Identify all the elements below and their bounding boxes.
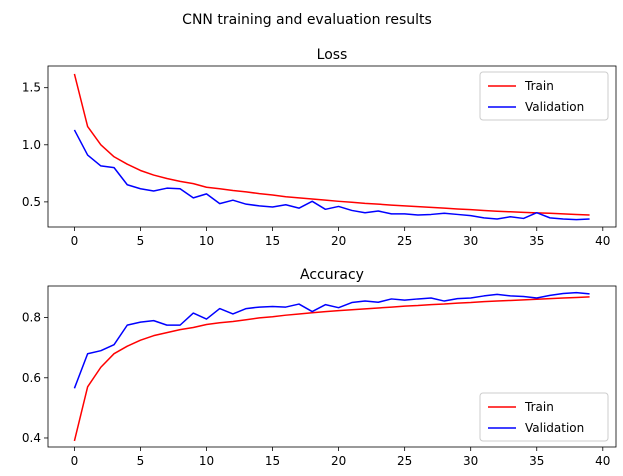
- x-tick-label: 5: [137, 234, 145, 248]
- x-tick-label: 10: [199, 454, 214, 468]
- y-tick-label: 1.5: [22, 81, 41, 95]
- x-tick-label: 25: [397, 234, 412, 248]
- axes-frame: [47, 65, 617, 228]
- subplot-title: Accuracy: [300, 267, 364, 283]
- plots: Loss 0 5 10 15 20 25 30 35 40 0.5 1.0 1.5 Train Valida…: [22, 47, 617, 468]
- y-tick-label: 0.5: [22, 195, 41, 209]
- series-line-validation: [73, 129, 590, 221]
- series-line-train: [73, 296, 590, 442]
- x-tick-label: 0: [71, 454, 79, 468]
- legend-label-train: Train: [524, 79, 554, 93]
- subplot-accuracy: Accuracy 0 5 10 15 20 25 30 35 40 0.4 0.6 0.8 Train Va…: [22, 267, 617, 468]
- x-tick-label: 15: [265, 454, 280, 468]
- series-line-validation: [73, 291, 590, 389]
- y-tick-label: 1.0: [22, 138, 41, 152]
- x-tick-label: 40: [595, 234, 610, 248]
- x-tick-label: 20: [331, 234, 346, 248]
- legend-label-validation: Validation: [525, 421, 584, 435]
- legend-label-validation: Validation: [525, 100, 584, 114]
- subplot-loss: Loss 0 5 10 15 20 25 30 35 40 0.5 1.0 1.5 Train Valida…: [22, 47, 617, 248]
- x-tick-label: 30: [463, 234, 478, 248]
- series-line-train: [73, 73, 590, 216]
- legend-box: [479, 71, 609, 121]
- x-tick-label: 5: [137, 454, 145, 468]
- x-tick-label: 20: [331, 454, 346, 468]
- legend-box: [479, 392, 609, 442]
- x-tick-label: 0: [71, 234, 79, 248]
- x-tick-label: 35: [529, 454, 544, 468]
- y-tick-label: 0.6: [22, 371, 41, 385]
- x-tick-label: 25: [397, 454, 412, 468]
- x-tick-label: 35: [529, 234, 544, 248]
- x-tick-label: 10: [199, 234, 214, 248]
- legend: Train Validation: [479, 392, 609, 442]
- y-tick-label: 0.8: [22, 311, 41, 325]
- subplot-title: Loss: [317, 47, 348, 63]
- axes-frame: [47, 285, 617, 448]
- legend: Train Validation: [479, 71, 609, 121]
- x-tick-label: 30: [463, 454, 478, 468]
- figure-suptitle: CNN training and evaluation results: [182, 12, 432, 28]
- x-tick-label: 15: [265, 234, 280, 248]
- x-tick-label: 40: [595, 454, 610, 468]
- legend-label-train: Train: [524, 400, 554, 414]
- y-tick-label: 0.4: [22, 431, 41, 445]
